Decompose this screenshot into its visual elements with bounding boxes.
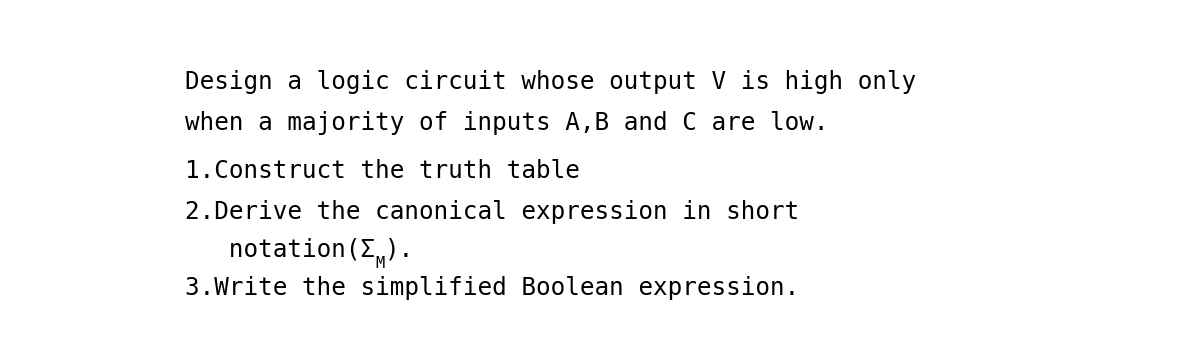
- Text: ).: ).: [385, 238, 414, 262]
- Text: notation(Σ: notation(Σ: [186, 238, 375, 262]
- Text: 1.Construct the truth table: 1.Construct the truth table: [186, 158, 580, 182]
- Text: 2.Derive the canonical expression in short: 2.Derive the canonical expression in sho…: [186, 200, 799, 224]
- Text: M: M: [375, 256, 385, 271]
- Text: when a majority of inputs A,B and C are low.: when a majority of inputs A,B and C are …: [186, 111, 829, 135]
- Text: Design a logic circuit whose output V is high only: Design a logic circuit whose output V is…: [186, 70, 917, 94]
- Text: 3.Write the simplified Boolean expression.: 3.Write the simplified Boolean expressio…: [186, 276, 799, 300]
